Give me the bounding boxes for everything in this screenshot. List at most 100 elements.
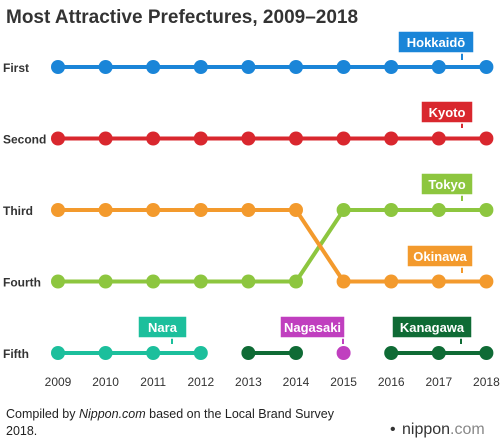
- rank-label-third: Third: [3, 204, 33, 218]
- point-kanagawa-2016: [384, 346, 399, 360]
- callout-nagasaki: Nagasaki: [279, 315, 346, 344]
- year-label-2010: 2010: [92, 375, 119, 389]
- point-okinawa-2013: [241, 203, 256, 217]
- rank-axis: First Second Third Fourth Fifth: [3, 61, 46, 361]
- point-okinawa-2018: [479, 274, 494, 289]
- point-okinawa-2017: [431, 274, 446, 289]
- rank-label-first: First: [3, 61, 29, 75]
- year-label-2011: 2011: [140, 375, 166, 389]
- point-okinawa-2011: [146, 203, 161, 217]
- callout-tokyo: Tokyo: [420, 172, 474, 201]
- point-hokkaid-2016: [384, 60, 399, 74]
- point-kyoto-2010: [98, 131, 113, 146]
- point-kyoto-2011: [146, 131, 161, 146]
- point-tokyo-2014: [289, 274, 303, 289]
- point-okinawa-2012: [193, 203, 208, 217]
- year-label-2009: 2009: [45, 375, 72, 389]
- point-tokyo-2011: [146, 274, 161, 289]
- point-tokyo-2012: [193, 274, 208, 289]
- point-tokyo-2010: [98, 274, 113, 289]
- point-nagasaki-2015: [336, 346, 351, 360]
- callout-box-nagasaki: [279, 315, 346, 339]
- series-label-tokyo: Tokyo: [428, 177, 465, 192]
- series-line-okinawa: [58, 208, 487, 284]
- point-okinawa-2010: [98, 203, 113, 217]
- callout-box-tokyo: [420, 172, 474, 196]
- point-okinawa-2014: [289, 203, 303, 217]
- callout-box-nara: [137, 315, 188, 339]
- point-hokkaid-2009: [51, 60, 65, 74]
- point-kyoto-2018: [479, 131, 494, 146]
- year-label-2018: 2018: [473, 375, 500, 389]
- point-nara-2012: [193, 346, 208, 360]
- source-rest: based on the Local Brand Survey: [146, 407, 335, 421]
- series-callouts: Hokkaidō Kyoto Tokyo Okinawa Nara Nagasaki Kan…: [137, 30, 475, 344]
- year-label-2012: 2012: [187, 375, 214, 389]
- rank-label-fifth: Fifth: [3, 347, 29, 361]
- point-kyoto-2012: [193, 131, 208, 146]
- year-label-2013: 2013: [235, 375, 262, 389]
- callout-kanagawa: Kanagawa: [391, 315, 473, 344]
- point-hokkaid-2013: [241, 60, 256, 74]
- point-tokyo-2018: [479, 203, 494, 217]
- brand-dot: •: [390, 421, 396, 438]
- series-lines: [58, 65, 487, 355]
- point-okinawa-2009: [51, 203, 65, 217]
- callout-okinawa: Okinawa: [406, 244, 474, 273]
- point-okinawa-2015: [336, 274, 351, 289]
- callout-nara: Nara: [137, 315, 188, 344]
- point-kanagawa-2014: [289, 346, 303, 360]
- callout-hokkaid: Hokkaidō: [397, 30, 475, 60]
- year-label-2016: 2016: [378, 375, 405, 389]
- point-tokyo-2009: [51, 274, 65, 289]
- point-kyoto-2009: [51, 131, 65, 146]
- point-kyoto-2014: [289, 131, 303, 146]
- point-kanagawa-2017: [431, 346, 446, 360]
- series-points: [51, 60, 494, 360]
- nippon-logo: • nippon.com: [390, 421, 485, 438]
- series-label-nara: Nara: [148, 320, 178, 335]
- point-kyoto-2017: [431, 131, 446, 146]
- series-label-hokkaid: Hokkaidō: [407, 35, 466, 50]
- series-label-kanagawa: Kanagawa: [400, 320, 465, 335]
- point-hokkaid-2015: [336, 60, 351, 74]
- callout-kyoto: Kyoto: [420, 100, 474, 128]
- point-tokyo-2017: [431, 203, 446, 217]
- chart-title: Most Attractive Prefectures, 2009–2018: [6, 7, 358, 28]
- point-tokyo-2015: [336, 203, 351, 217]
- rank-label-fourth: Fourth: [3, 276, 41, 290]
- source-site: Nippon.com: [79, 407, 146, 421]
- callout-box-kyoto: [420, 100, 474, 124]
- year-axis: 2009 2010 2011 2012 2013 2014 2015 2016 2017 2018: [45, 375, 500, 389]
- series-label-kyoto: Kyoto: [429, 105, 466, 120]
- point-hokkaid-2010: [98, 60, 113, 74]
- point-okinawa-2016: [384, 274, 399, 289]
- brand-wordmark: nippon.com: [402, 421, 485, 438]
- series-label-okinawa: Okinawa: [413, 249, 467, 264]
- source-note: Compiled by Nippon.com based on the Loca…: [6, 407, 335, 421]
- point-hokkaid-2017: [431, 60, 446, 74]
- series-label-nagasaki: Nagasaki: [284, 320, 341, 335]
- point-hokkaid-2014: [289, 60, 303, 74]
- source-note-line2: 2018.: [6, 424, 37, 438]
- point-kyoto-2013: [241, 131, 256, 146]
- callout-box-okinawa: [406, 244, 474, 268]
- callout-box-hokkaid: [397, 30, 475, 54]
- point-hokkaid-2012: [193, 60, 208, 74]
- point-tokyo-2013: [241, 274, 256, 289]
- point-kyoto-2015: [336, 131, 351, 146]
- year-label-2014: 2014: [283, 375, 310, 389]
- series-line-tokyo: [58, 208, 487, 284]
- point-kanagawa-2013: [241, 346, 256, 360]
- point-hokkaid-2011: [146, 60, 161, 74]
- point-nara-2009: [51, 346, 65, 360]
- point-nara-2010: [98, 346, 113, 360]
- point-kyoto-2016: [384, 131, 399, 146]
- point-hokkaid-2018: [479, 60, 494, 74]
- year-label-2015: 2015: [330, 375, 357, 389]
- rank-label-second: Second: [3, 133, 46, 147]
- year-label-2017: 2017: [425, 375, 452, 389]
- callout-box-kanagawa: [391, 315, 473, 339]
- point-kanagawa-2018: [479, 346, 494, 360]
